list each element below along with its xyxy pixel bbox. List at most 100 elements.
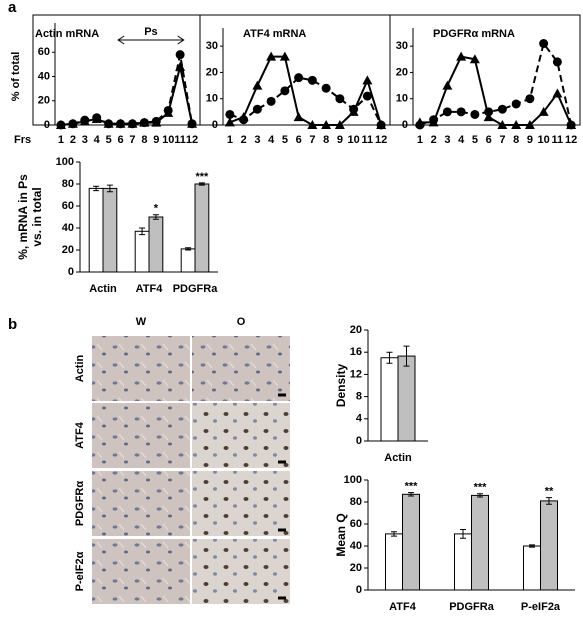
y-axis-label: Density: [334, 364, 348, 408]
marker: [376, 120, 386, 130]
marker: [497, 120, 508, 129]
y-tick-label: 0: [356, 584, 362, 596]
error-bar: [391, 531, 397, 537]
x-tick-label: 4: [458, 134, 465, 146]
annotation: Ps: [144, 26, 157, 38]
y-tick-label: 40: [62, 222, 74, 234]
x-tick-label: 2: [241, 134, 247, 146]
bar: [402, 493, 420, 591]
bar: [102, 187, 118, 273]
marker: [484, 107, 494, 117]
x-tick-label: 11: [552, 134, 564, 146]
y-tick-label: 0: [356, 435, 362, 447]
x-tick-label: ATF4: [136, 283, 164, 295]
marker: [483, 112, 494, 122]
y-tick-label: 0: [212, 119, 218, 131]
x-tick-label: 4: [268, 134, 275, 146]
error-bar: [477, 493, 483, 498]
significance: *: [154, 203, 159, 215]
error-bar: [93, 185, 100, 192]
y-tick-label: 30: [396, 40, 408, 52]
marker: [415, 120, 425, 130]
bar: [471, 494, 489, 591]
x-tick-label: 6: [117, 134, 123, 146]
y-axis-label: Mean Q: [334, 513, 348, 556]
marker: [470, 109, 480, 119]
marker: [279, 51, 290, 61]
column-label: O: [237, 316, 246, 328]
y-tick-label: 0: [68, 266, 74, 278]
x-tick-label: 6: [486, 134, 492, 146]
y-tick-label: 20: [350, 562, 362, 574]
y-tick-label: 12: [350, 368, 362, 380]
x-tick-label: 3: [444, 134, 450, 146]
x-tick-label: 4: [94, 134, 101, 146]
y-tick-label: 16: [350, 346, 362, 358]
y-tick-label: 0: [44, 119, 50, 131]
micrograph: [92, 336, 190, 401]
y-tick-label: 20: [350, 324, 362, 336]
chart-title: PDGFRα mRNA: [433, 28, 515, 40]
x-tick-label: 5: [106, 134, 112, 146]
marker: [321, 120, 332, 129]
error-bar: [460, 529, 466, 539]
error-bar: [152, 214, 159, 220]
column-label: W: [136, 316, 147, 328]
marker: [266, 96, 276, 106]
x-tick-label: PDGFRa: [173, 283, 219, 295]
marker: [92, 113, 102, 123]
marker: [334, 120, 345, 129]
y-tick-label: 20: [62, 244, 74, 256]
marker: [538, 106, 549, 116]
x-tick-label: 5: [472, 134, 478, 146]
bar: [148, 216, 164, 273]
x-tick-label: 9: [527, 134, 533, 146]
marker: [224, 117, 235, 127]
marker: [539, 39, 549, 49]
micrograph: [192, 336, 290, 401]
y-tick-label: 20: [38, 95, 50, 107]
marker: [280, 86, 290, 96]
y-tick-label: 20: [396, 66, 408, 78]
marker: [362, 75, 373, 85]
marker: [163, 105, 173, 115]
arrow-head: [117, 35, 185, 45]
marker: [511, 99, 521, 109]
row-label: PDGFRα: [74, 481, 86, 527]
x-tick-label: 9: [337, 134, 343, 146]
y-tick-label: 0: [402, 119, 408, 131]
panel-label: b: [8, 316, 17, 333]
marker: [511, 120, 522, 129]
error-bar: [546, 497, 552, 505]
x-tick-label: 1: [417, 134, 423, 146]
micrograph: [92, 403, 190, 468]
y-tick-label: 10: [206, 93, 218, 105]
x-tick-label: 7: [499, 134, 505, 146]
x-tick-label: 5: [282, 134, 288, 146]
x-tick-label: P-eIF2a: [521, 601, 561, 613]
x-tick-label: 2: [431, 134, 437, 146]
y-tick-label: 100: [56, 156, 74, 168]
micrograph: [192, 471, 290, 536]
y-tick-label: 40: [350, 540, 362, 552]
micrograph: [92, 471, 190, 536]
error-bar: [139, 227, 146, 236]
x-tick-label: 10: [538, 134, 550, 146]
y-tick-label: 30: [206, 40, 218, 52]
x-tick-label: ATF4: [389, 601, 417, 613]
micrograph: [92, 539, 190, 604]
marker: [469, 54, 480, 64]
chart-title: ATF4 mRNA: [243, 28, 306, 40]
marker: [335, 94, 345, 104]
marker: [139, 118, 149, 128]
bar: [454, 533, 472, 591]
y-axis-label: vs. in total: [30, 187, 44, 246]
x-tick-label: 8: [141, 134, 147, 146]
x-axis-label: Frs: [14, 134, 31, 146]
significance: **: [545, 486, 554, 498]
x-tick-label: 10: [162, 134, 174, 146]
marker: [293, 112, 304, 122]
series-line: [60, 54, 194, 126]
marker: [225, 109, 235, 119]
marker: [525, 94, 535, 104]
